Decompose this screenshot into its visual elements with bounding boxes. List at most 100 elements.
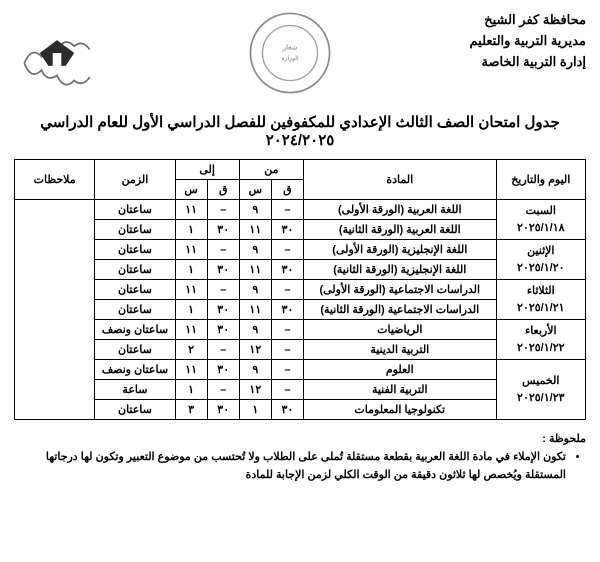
time-cell: ساعتان xyxy=(95,200,175,220)
header-row: محافظة كفر الشيخ مديرية التربية والتعليم… xyxy=(14,10,586,101)
to-s-cell: ١ xyxy=(175,300,207,320)
col-to-s: س xyxy=(175,180,207,200)
col-time-header: الزمن xyxy=(95,160,175,200)
to-q-cell: ٣٠ xyxy=(207,300,239,320)
col-from-s: س xyxy=(239,180,271,200)
from-s-cell: ٩ xyxy=(239,360,271,380)
from-q-cell: ٣٠ xyxy=(271,400,303,420)
time-cell: ساعتان xyxy=(95,300,175,320)
subject-cell: التربية الدينية xyxy=(303,340,496,360)
to-s-cell: ١ xyxy=(175,260,207,280)
schedule-title: جدول امتحان الصف الثالث الإعدادي للمكفوف… xyxy=(14,113,586,149)
governorate-seal-icon xyxy=(14,10,100,101)
col-from-q: ق xyxy=(271,180,303,200)
table-row: الثلاثاء٢٠٢٥/١/٢١الدراسات الاجتماعية (ال… xyxy=(15,280,586,300)
time-cell: ساعتان ونصف xyxy=(95,320,175,340)
subject-cell: الدراسات الاجتماعية (الورقة الثانية) xyxy=(303,300,496,320)
to-s-cell: ١١ xyxy=(175,280,207,300)
to-s-cell: ٣ xyxy=(175,400,207,420)
from-s-cell: ٩ xyxy=(239,240,271,260)
to-s-cell: ١١ xyxy=(175,320,207,340)
col-to-q: ق xyxy=(207,180,239,200)
to-q-cell: – xyxy=(207,240,239,260)
day-name: الخميس xyxy=(499,373,583,390)
table-head: اليوم والتاريخ المادة من إلى الزمن ملاحظ… xyxy=(15,160,586,200)
from-s-cell: ١١ xyxy=(239,260,271,280)
day-date: ٢٠٢٥/١/٢٠ xyxy=(499,260,583,277)
time-cell: ساعتان xyxy=(95,240,175,260)
time-cell: ساعتان ونصف xyxy=(95,360,175,380)
from-s-cell: ٩ xyxy=(239,280,271,300)
time-cell: ساعتان xyxy=(95,400,175,420)
to-q-cell: ٣٠ xyxy=(207,360,239,380)
subject-cell: التربية الفنية xyxy=(303,380,496,400)
to-q-cell: ٣٠ xyxy=(207,260,239,280)
subject-cell: الرياضيات xyxy=(303,320,496,340)
dept-line: إدارة التربية الخاصة xyxy=(416,52,586,73)
subject-cell: اللغة الإنجليزية (الورقة الأولى) xyxy=(303,240,496,260)
to-s-cell: ١١ xyxy=(175,360,207,380)
day-name: الإثنين xyxy=(499,243,583,260)
col-notes-header: ملاحظات xyxy=(15,160,95,200)
time-cell: ساعتان xyxy=(95,280,175,300)
time-cell: ساعتان xyxy=(95,220,175,240)
time-cell: ساعتان xyxy=(95,260,175,280)
col-day-header: اليوم والتاريخ xyxy=(496,160,585,200)
to-s-cell: ١١ xyxy=(175,240,207,260)
subject-cell: اللغة العربية (الورقة الثانية) xyxy=(303,220,496,240)
to-q-cell: ٣٠ xyxy=(207,220,239,240)
subject-cell: الدراسات الاجتماعية (الورقة الأولى) xyxy=(303,280,496,300)
to-s-cell: ٢ xyxy=(175,340,207,360)
day-name: الأربعاء xyxy=(499,323,583,340)
from-q-cell: – xyxy=(271,280,303,300)
to-q-cell: – xyxy=(207,380,239,400)
day-date: ٢٠٢٥/١/٢٣ xyxy=(499,390,583,407)
table-body: السبت٢٠٢٥/١/١٨اللغة العربية (الورقة الأو… xyxy=(15,200,586,420)
from-q-cell: – xyxy=(271,240,303,260)
to-s-cell: ١١ xyxy=(175,200,207,220)
col-from-header: من xyxy=(239,160,303,180)
from-s-cell: ١١ xyxy=(239,300,271,320)
day-cell: الثلاثاء٢٠٢٥/١/٢١ xyxy=(496,280,585,320)
to-q-cell: ٣٠ xyxy=(207,320,239,340)
subject-cell: العلوم xyxy=(303,360,496,380)
to-q-cell: – xyxy=(207,340,239,360)
day-date: ٢٠٢٥/١/١٨ xyxy=(499,220,583,237)
exam-schedule-table: اليوم والتاريخ المادة من إلى الزمن ملاحظ… xyxy=(14,159,586,420)
day-date: ٢٠٢٥/١/٢١ xyxy=(499,300,583,317)
subject-cell: اللغة العربية (الورقة الأولى) xyxy=(303,200,496,220)
notes-list: تكون الإملاء في مادة اللغة العربية بقطعة… xyxy=(14,449,586,484)
center-seal-wrap: شعار الوزارة xyxy=(215,10,365,101)
gov-line: محافظة كفر الشيخ xyxy=(416,10,586,31)
ministry-seal-icon: شعار الوزارة xyxy=(247,10,333,101)
from-s-cell: ٩ xyxy=(239,200,271,220)
to-s-cell: ١ xyxy=(175,220,207,240)
table-row: السبت٢٠٢٥/١/١٨اللغة العربية (الورقة الأو… xyxy=(15,200,586,220)
from-q-cell: – xyxy=(271,340,303,360)
subject-cell: اللغة الإنجليزية (الورقة الثانية) xyxy=(303,260,496,280)
notes-section: ملحوظة : تكون الإملاء في مادة اللغة العر… xyxy=(14,432,586,484)
day-name: الثلاثاء xyxy=(499,283,583,300)
to-q-cell: – xyxy=(207,280,239,300)
day-cell: الإثنين٢٠٢٥/١/٢٠ xyxy=(496,240,585,280)
table-row: الإثنين٢٠٢٥/١/٢٠اللغة الإنجليزية (الورقة… xyxy=(15,240,586,260)
to-s-cell: ١ xyxy=(175,380,207,400)
svg-text:الوزارة: الوزارة xyxy=(281,55,299,62)
col-to-header: إلى xyxy=(175,160,239,180)
day-cell: السبت٢٠٢٥/١/١٨ xyxy=(496,200,585,240)
day-date: ٢٠٢٥/١/٢٢ xyxy=(499,340,583,357)
from-q-cell: – xyxy=(271,200,303,220)
from-s-cell: ١١ xyxy=(239,220,271,240)
from-q-cell: – xyxy=(271,360,303,380)
dir-line: مديرية التربية والتعليم xyxy=(416,31,586,52)
table-row: الأربعاء٢٠٢٥/١/٢٢الرياضيات–٩٣٠١١ساعتان و… xyxy=(15,320,586,340)
table-row: الخميس٢٠٢٥/١/٢٣العلوم–٩٣٠١١ساعتان ونصف xyxy=(15,360,586,380)
governorate-seal-wrap xyxy=(14,10,164,101)
from-s-cell: ١٢ xyxy=(239,380,271,400)
time-cell: ساعتان xyxy=(95,340,175,360)
from-q-cell: ٣٠ xyxy=(271,220,303,240)
notes-title: ملحوظة : xyxy=(14,432,586,445)
note-item: تكون الإملاء في مادة اللغة العربية بقطعة… xyxy=(14,449,566,484)
day-cell: الأربعاء٢٠٢٥/١/٢٢ xyxy=(496,320,585,360)
document-page: محافظة كفر الشيخ مديرية التربية والتعليم… xyxy=(0,0,600,494)
